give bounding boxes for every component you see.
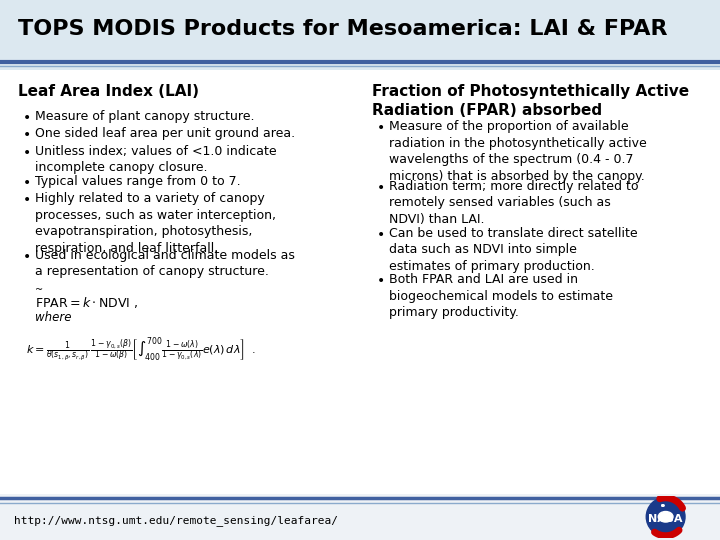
Text: NASA: NASA [649,514,683,524]
Text: •: • [23,176,31,190]
Text: Leaf Area Index (LAI): Leaf Area Index (LAI) [18,84,199,99]
Text: Typical values range from 0 to 7.: Typical values range from 0 to 7. [35,175,240,188]
Text: Fraction of Photosyntethically Active
Radiation (FPAR) absorbed: Fraction of Photosyntethically Active Ra… [372,84,689,118]
Ellipse shape [658,511,673,522]
Text: •: • [23,146,31,160]
Text: •: • [23,250,31,264]
Text: $\mathrm{FPAR}=k\cdot\mathrm{NDVI}$ ,: $\mathrm{FPAR}=k\cdot\mathrm{NDVI}$ , [35,295,138,310]
Text: •: • [23,129,31,143]
Text: •: • [377,181,385,195]
Text: Measure of the proportion of available
radiation in the photosynthetically activ: Measure of the proportion of available r… [389,120,647,183]
Text: Radiation term; more directly related to
remotely sensed variables (such as
NDVI: Radiation term; more directly related to… [389,180,639,226]
Text: •: • [377,121,385,135]
FancyBboxPatch shape [0,0,720,70]
Circle shape [647,497,685,536]
Text: •: • [23,111,31,125]
Text: •: • [377,227,385,241]
Text: •: • [377,274,385,288]
Text: Measure of plant canopy structure.: Measure of plant canopy structure. [35,110,254,123]
Text: ~: ~ [35,285,43,295]
Text: Can be used to translate direct satellite
data such as NDVI into simple
estimate: Can be used to translate direct satellit… [389,227,638,273]
Text: Used in ecological and climate models as
a representation of canopy structure.: Used in ecological and climate models as… [35,249,295,279]
Text: $k = \frac{1}{\theta(s_{1,\beta}, s_{r,\beta})} \,\frac{1-\gamma_{0,s}(\beta)}{1: $k = \frac{1}{\theta(s_{1,\beta}, s_{r,\… [26,335,256,364]
Text: •: • [23,193,31,207]
Text: Both FPAR and LAI are used in
biogeochemical models to estimate
primary producti: Both FPAR and LAI are used in biogeochem… [389,273,613,319]
FancyBboxPatch shape [0,494,720,540]
Text: One sided leaf area per unit ground area.: One sided leaf area per unit ground area… [35,127,295,140]
Text: Unitless index; values of <1.0 indicate
incomplete canopy closure.: Unitless index; values of <1.0 indicate … [35,145,276,174]
Text: where: where [35,312,71,325]
Text: Highly related to a variety of canopy
processes, such as water interception,
eva: Highly related to a variety of canopy pr… [35,192,276,255]
Text: http://www.ntsg.umt.edu/remote_sensing/leafarea/: http://www.ntsg.umt.edu/remote_sensing/l… [14,515,338,526]
Text: TOPS MODIS Products for Mesoamerica: LAI & FPAR: TOPS MODIS Products for Mesoamerica: LAI… [18,19,667,39]
